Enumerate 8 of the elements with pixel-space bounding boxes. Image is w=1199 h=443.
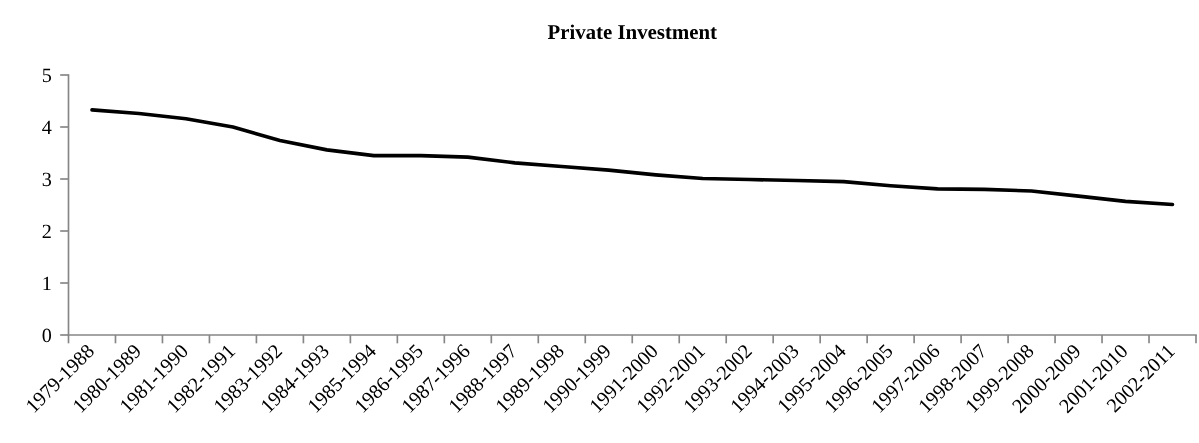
- y-tick-label: 4: [42, 120, 52, 134]
- chart-title: Private Investment: [547, 24, 717, 40]
- y-tick-label: 1: [43, 276, 51, 290]
- y-tick-label: 0: [42, 328, 52, 343]
- line-series: [90, 108, 1175, 207]
- y-tick-label: 3: [42, 172, 52, 187]
- y-tick-label: 2: [42, 224, 51, 238]
- y-tick-label: 5: [42, 68, 52, 83]
